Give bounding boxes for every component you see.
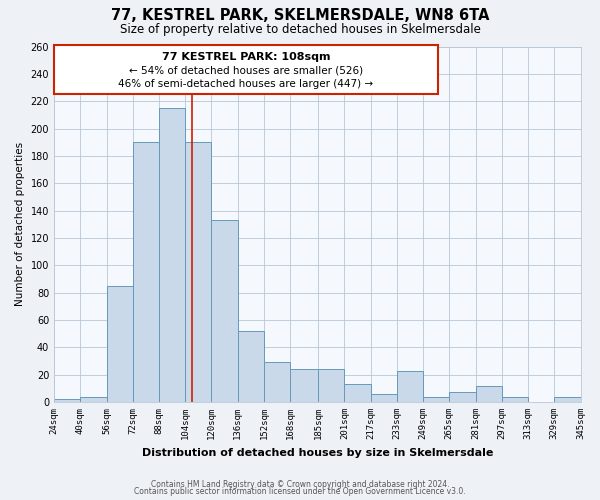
- Bar: [80, 396, 107, 402]
- Bar: [290, 369, 318, 402]
- Text: Size of property relative to detached houses in Skelmersdale: Size of property relative to detached ho…: [119, 22, 481, 36]
- Bar: [264, 362, 290, 402]
- Bar: [133, 142, 159, 402]
- Bar: [397, 370, 423, 402]
- Bar: [344, 384, 371, 402]
- Text: 77 KESTREL PARK: 108sqm: 77 KESTREL PARK: 108sqm: [161, 52, 330, 62]
- FancyBboxPatch shape: [54, 45, 438, 94]
- Y-axis label: Number of detached properties: Number of detached properties: [15, 142, 25, 306]
- Bar: [159, 108, 185, 402]
- Bar: [554, 396, 581, 402]
- Bar: [318, 369, 344, 402]
- Bar: [502, 396, 528, 402]
- Bar: [371, 394, 397, 402]
- Bar: [107, 286, 133, 402]
- Text: 77, KESTREL PARK, SKELMERSDALE, WN8 6TA: 77, KESTREL PARK, SKELMERSDALE, WN8 6TA: [111, 8, 489, 22]
- X-axis label: Distribution of detached houses by size in Skelmersdale: Distribution of detached houses by size …: [142, 448, 493, 458]
- Text: Contains public sector information licensed under the Open Government Licence v3: Contains public sector information licen…: [134, 487, 466, 496]
- Bar: [185, 142, 211, 402]
- Bar: [211, 220, 238, 402]
- Bar: [238, 331, 264, 402]
- Bar: [54, 400, 80, 402]
- Text: 46% of semi-detached houses are larger (447) →: 46% of semi-detached houses are larger (…: [118, 80, 373, 90]
- Text: Contains HM Land Registry data © Crown copyright and database right 2024.: Contains HM Land Registry data © Crown c…: [151, 480, 449, 489]
- Bar: [476, 386, 502, 402]
- Bar: [423, 396, 449, 402]
- Text: ← 54% of detached houses are smaller (526): ← 54% of detached houses are smaller (52…: [129, 66, 363, 76]
- Bar: [449, 392, 476, 402]
